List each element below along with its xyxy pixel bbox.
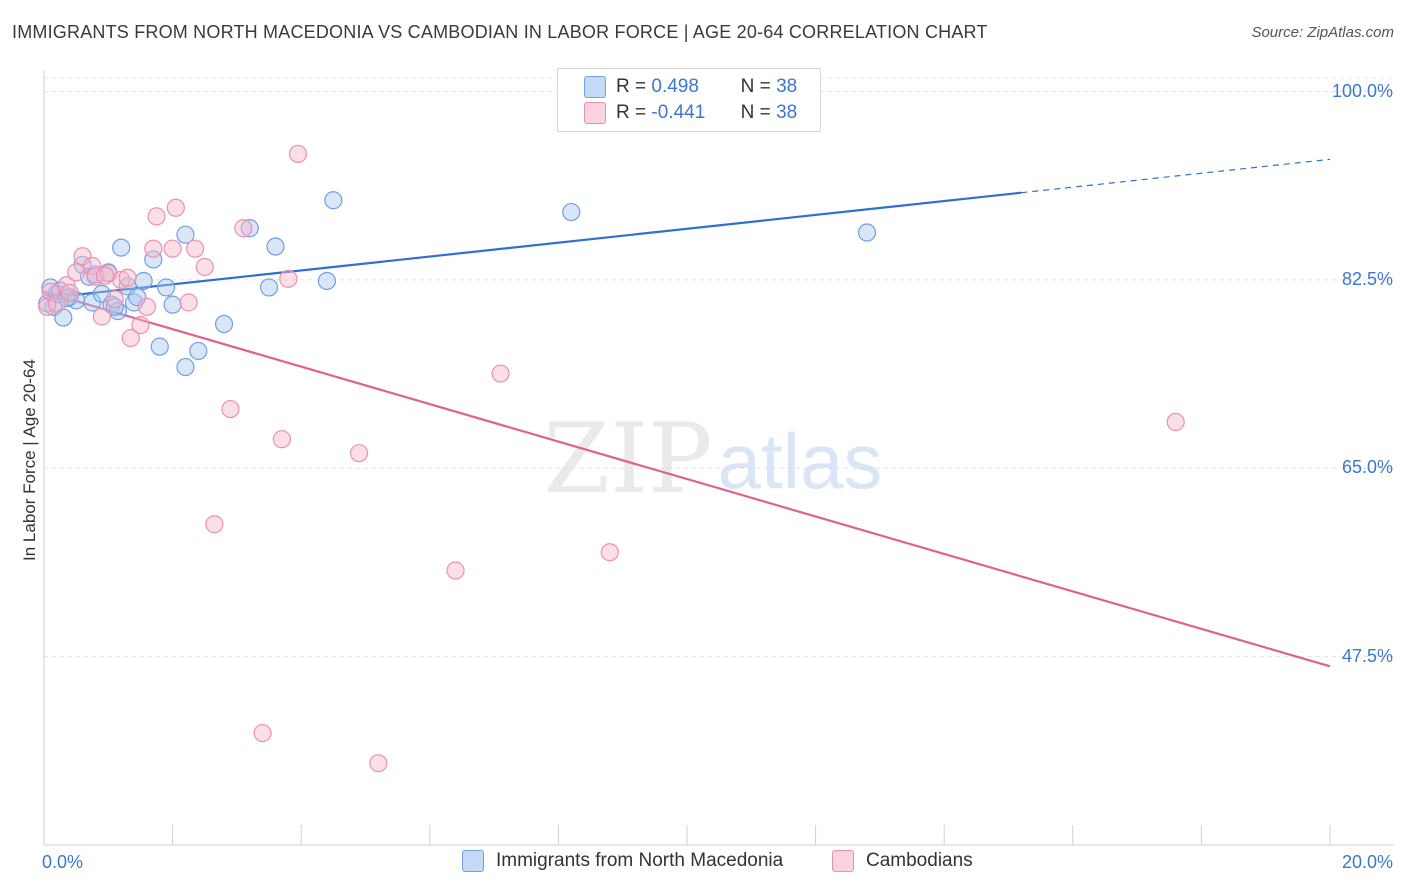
data-point	[41, 282, 60, 301]
legend-swatch-blue	[462, 850, 484, 872]
data-point	[144, 239, 163, 258]
legend-label: Cambodians	[866, 850, 973, 871]
series-legend: Immigrants from North Macedonia Cambodia…	[0, 850, 1406, 878]
data-point	[147, 207, 166, 226]
data-point	[60, 283, 79, 302]
data-point	[163, 239, 182, 258]
data-point	[253, 723, 272, 743]
data-point	[105, 290, 124, 309]
data-point	[112, 238, 131, 257]
y-tick-label: 65.0%	[1341, 457, 1393, 478]
y-tick-label: 100.0%	[1331, 80, 1393, 101]
data-point	[73, 247, 92, 266]
watermark-atlas: atlas	[718, 417, 883, 505]
data-point	[1166, 412, 1185, 432]
data-point	[234, 219, 253, 238]
data-point	[105, 297, 124, 316]
legend-swatch-pink	[832, 850, 854, 872]
stats-legend: R = 0.498 N = 38 R = -0.441 N = 38	[557, 68, 821, 132]
data-point	[118, 268, 137, 287]
data-point	[279, 269, 298, 288]
data-point	[240, 219, 259, 238]
data-point	[95, 266, 115, 285]
gridlines	[44, 77, 1394, 658]
data-point	[266, 237, 285, 256]
legend-item-cambodians[interactable]: Cambodians	[832, 850, 973, 872]
data-point	[157, 278, 176, 297]
data-point	[179, 293, 198, 312]
trend-line-extension	[1021, 158, 1331, 194]
data-point	[137, 297, 156, 316]
data-point	[288, 144, 308, 164]
legend-item-north-macedonia[interactable]: Immigrants from North Macedonia	[462, 850, 783, 872]
data-point	[857, 223, 877, 242]
data-point	[47, 294, 66, 313]
y-tick-label: 47.5%	[1341, 645, 1393, 666]
data-point	[92, 307, 111, 326]
r-value: -0.441	[651, 102, 706, 123]
legend-swatch-pink	[584, 102, 606, 124]
data-point	[189, 341, 208, 361]
trend-lines	[43, 158, 1331, 668]
watermark: ZIP atlas	[543, 403, 882, 515]
data-point	[128, 288, 147, 307]
data-point	[131, 316, 150, 335]
stats-legend-row-2: R = -0.441 N = 38	[584, 100, 797, 126]
data-point	[186, 239, 205, 258]
source-credit: Source: ZipAtlas.com	[1251, 24, 1394, 41]
data-points	[38, 144, 1185, 773]
data-point	[144, 250, 163, 269]
legend-swatch-blue	[584, 76, 606, 98]
data-point	[205, 515, 224, 534]
r-label: R =	[616, 76, 647, 97]
data-point	[176, 357, 195, 377]
n-label: N =	[740, 76, 771, 97]
data-point	[38, 297, 57, 316]
data-point	[324, 191, 343, 210]
trend-line	[43, 191, 1022, 300]
x-tick-label: 0.0%	[42, 852, 84, 872]
trend-line	[43, 290, 1331, 668]
data-point	[491, 364, 510, 383]
data-point	[272, 430, 292, 449]
data-point	[259, 278, 279, 297]
data-point	[446, 561, 465, 580]
data-point	[176, 225, 195, 244]
chart-title: IMMIGRANTS FROM NORTH MACEDONIA VS CAMBO…	[12, 22, 988, 42]
data-point	[195, 257, 214, 277]
data-point	[121, 328, 140, 348]
data-point	[163, 295, 182, 314]
data-point	[369, 754, 388, 773]
data-point	[67, 263, 86, 282]
data-point	[134, 271, 153, 291]
data-point	[102, 295, 121, 314]
data-point	[600, 543, 619, 562]
data-point	[214, 314, 234, 334]
data-point	[57, 289, 76, 308]
n-value: 38	[776, 102, 798, 123]
x-tick-label: 20.0%	[1341, 852, 1393, 872]
watermark-zip: ZIP	[543, 403, 712, 515]
data-point	[166, 198, 185, 217]
n-value: 38	[776, 76, 798, 97]
y-tick-label: 82.5%	[1341, 268, 1393, 289]
r-label: R =	[616, 102, 647, 123]
axes	[43, 70, 1394, 846]
data-point	[150, 337, 169, 356]
stats-legend-row-1: R = 0.498 N = 38	[584, 74, 797, 100]
data-point	[83, 256, 102, 276]
data-point	[317, 271, 337, 291]
data-point	[562, 202, 581, 222]
legend-label: Immigrants from North Macedonia	[496, 850, 784, 871]
r-value: 0.498	[651, 76, 699, 97]
data-point	[221, 399, 240, 419]
n-label: N =	[740, 102, 771, 123]
data-point	[349, 444, 369, 463]
